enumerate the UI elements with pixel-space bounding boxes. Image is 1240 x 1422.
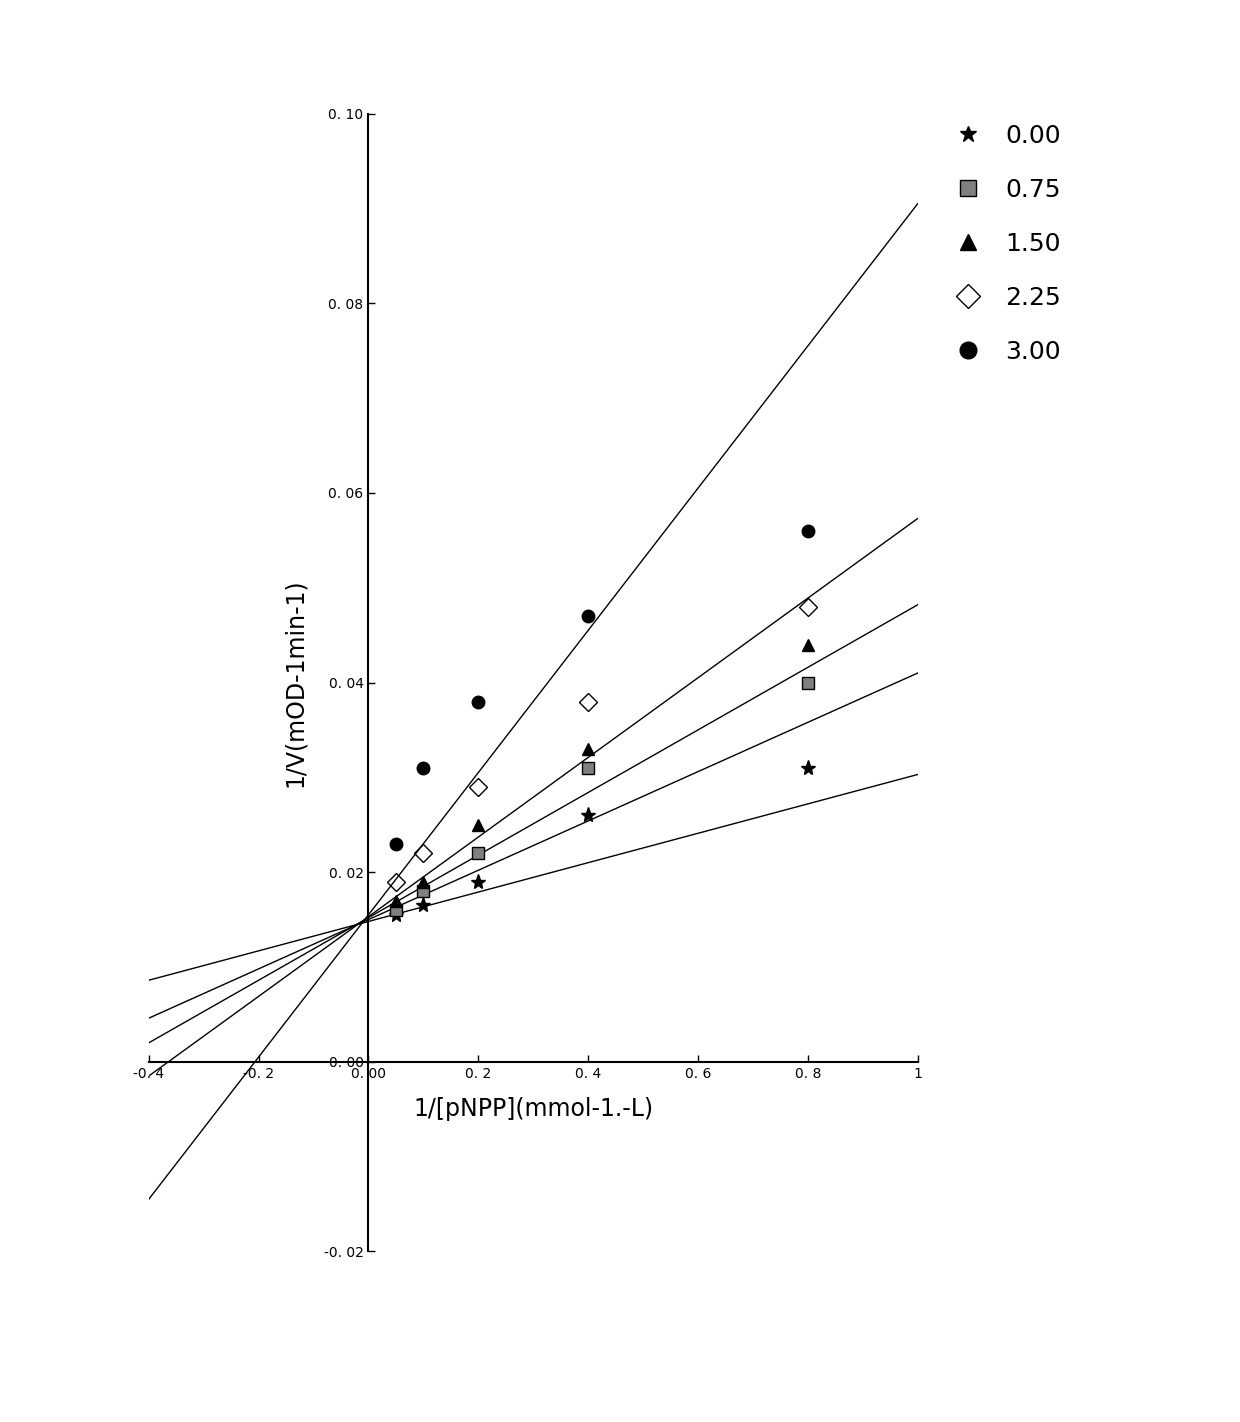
Legend: 0.00, 0.75, 1.50, 2.25, 3.00: 0.00, 0.75, 1.50, 2.25, 3.00 [932, 114, 1071, 374]
X-axis label: 1/[pNPP](mmol-1.-L): 1/[pNPP](mmol-1.-L) [413, 1098, 653, 1122]
Y-axis label: 1/V(mOD-1min-1): 1/V(mOD-1min-1) [283, 579, 308, 786]
